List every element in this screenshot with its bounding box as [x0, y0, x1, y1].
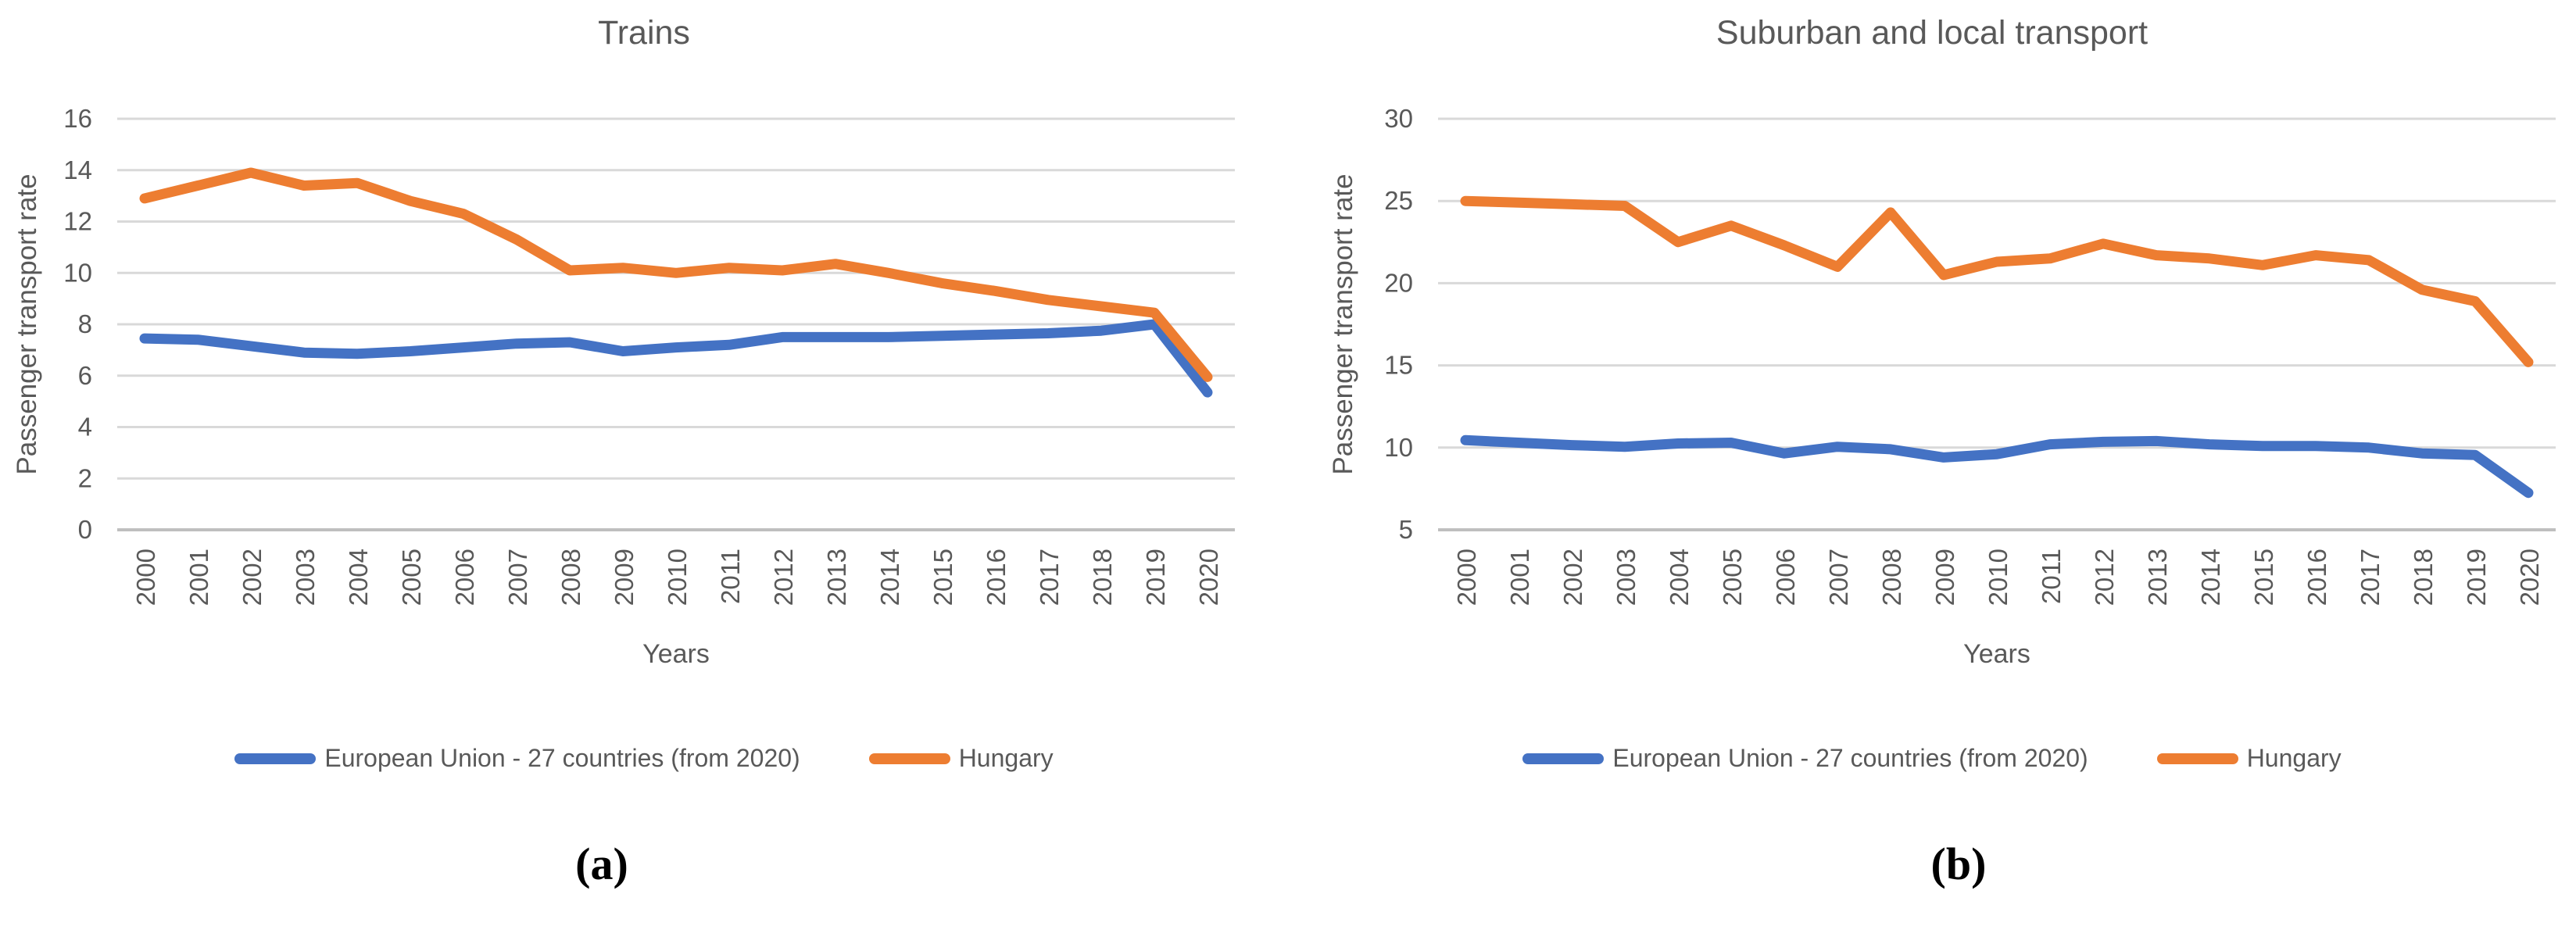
y-tick-label: 16 [63, 104, 92, 133]
x-tick-label: 2020 [1194, 549, 1223, 606]
x-tick-label: 2010 [1984, 549, 2012, 606]
legend-label-hungary: Hungary [958, 744, 1054, 772]
y-tick-label: 12 [63, 207, 92, 236]
x-tick-label: 2019 [1141, 549, 1170, 606]
legend-swatch-hungary [2156, 753, 2238, 764]
y-tick-label: 0 [78, 515, 92, 544]
chart-panel-trains: 0 2 4 6 8 10 12 14 16 Trains Passenger transport r… [0, 14, 1288, 889]
chart-title: Suburban and local transport [1716, 14, 2148, 52]
x-tick-label: 2004 [344, 549, 373, 606]
legend-label-eu27: European Union - 27 countries (from 2020… [1612, 744, 2088, 772]
x-tick-label: 2002 [1558, 549, 1587, 606]
x-tick-label: 2001 [184, 549, 213, 606]
y-tick-label: 15 [1384, 351, 1413, 380]
x-tick-label: 2002 [238, 549, 267, 606]
x-axis-title: Years [1963, 639, 2030, 669]
legend-item-eu27: European Union - 27 countries (from 2020… [234, 744, 800, 773]
x-tick-label: 2009 [1930, 549, 1959, 606]
y-axis-title: Passenger transport rate [1328, 173, 1358, 474]
chart-title: Trains [598, 14, 690, 52]
legend: European Union - 27 countries (from 2020… [1288, 744, 2576, 773]
caption-b: (b) [1930, 838, 1987, 889]
chart-panel-suburban: 5 10 15 20 25 30 Suburban and local transport P… [1288, 0, 2576, 926]
y-tick-label: 14 [63, 156, 92, 184]
series-line-eu27 [1460, 434, 2534, 499]
x-tick-label: 2013 [2143, 549, 2172, 606]
x-tick-label: 2016 [2302, 549, 2331, 606]
x-tick-label: 2005 [1718, 549, 1747, 606]
y-axis-title: Passenger transport rate [12, 173, 42, 474]
suburban-local-transport-chart: 5 10 15 20 25 30 Suburban and local transport P… [1328, 14, 2556, 669]
x-tick-label: 2010 [663, 549, 692, 606]
x-tick-label: 2014 [875, 549, 904, 606]
x-tick-label: 2018 [1088, 549, 1117, 606]
legend: European Union - 27 countries (from 2020… [0, 744, 1288, 773]
legend-swatch-eu27 [234, 753, 317, 764]
x-tick-label: 2020 [2515, 549, 2544, 606]
y-tick-label: 2 [78, 463, 92, 492]
x-tick-label: 2001 [1505, 549, 1534, 606]
x-tick-label: 2011 [2037, 549, 2066, 604]
y-tick-label: 25 [1384, 186, 1413, 215]
x-tick-label: 2003 [1612, 549, 1640, 606]
y-tick-label: 6 [78, 361, 92, 390]
legend-item-eu27: European Union - 27 countries (from 2020… [1522, 744, 2088, 773]
y-tick-label: 20 [1384, 268, 1413, 297]
legend-item-hungary: Hungary [868, 744, 1054, 773]
y-tick-label: 4 [78, 413, 92, 442]
x-tick-label: 2006 [450, 549, 479, 606]
x-tick-label: 2008 [556, 549, 585, 606]
x-tick-label: 2011 [716, 549, 745, 604]
x-tick-label: 2013 [822, 549, 851, 606]
x-tick-label: 2006 [1771, 549, 1800, 606]
legend-swatch-eu27 [1522, 753, 1605, 764]
x-tick-label: 2008 [1877, 549, 1906, 606]
legend-label-eu27: European Union - 27 countries (from 2020… [324, 744, 800, 772]
y-tick-label: 30 [1384, 104, 1413, 133]
y-tick-label: 8 [78, 309, 92, 338]
y-tick-label: 5 [1399, 515, 1413, 544]
x-tick-label: 2016 [982, 549, 1011, 606]
series-line-hungary [1460, 195, 2534, 367]
x-tick-label: 2009 [610, 549, 639, 606]
x-axis-title: Years [642, 639, 710, 669]
trains-chart: 0 2 4 6 8 10 12 14 16 Trains Passenger transport r… [12, 14, 1235, 669]
legend-swatch-hungary [868, 753, 950, 764]
legend-item-hungary: Hungary [2156, 744, 2342, 773]
caption-a: (a) [575, 838, 628, 889]
x-tick-label: 2015 [928, 549, 957, 606]
x-tick-label: 2012 [769, 549, 798, 606]
x-tick-label: 2000 [1452, 549, 1481, 606]
x-tick-label: 2017 [1035, 549, 1064, 606]
x-tick-label: 2019 [2462, 549, 2491, 606]
x-tick-label: 2007 [1824, 549, 1853, 606]
x-tick-label: 2014 [2196, 549, 2225, 606]
x-tick-label: 2003 [291, 549, 320, 606]
series-line-hungary [139, 167, 1213, 382]
y-tick-label: 10 [63, 258, 92, 287]
y-tick-label: 10 [1384, 433, 1413, 462]
x-tick-label: 2000 [131, 549, 160, 606]
series-line-eu27 [139, 319, 1213, 398]
x-tick-label: 2004 [1665, 549, 1694, 606]
x-tick-label: 2012 [2090, 549, 2119, 606]
legend-label-hungary: Hungary [2246, 744, 2342, 772]
x-tick-label: 2015 [2249, 549, 2278, 606]
x-tick-label: 2005 [397, 549, 426, 606]
x-tick-label: 2018 [2409, 549, 2438, 606]
x-tick-label: 2017 [2356, 549, 2385, 606]
x-tick-label: 2007 [503, 549, 532, 606]
